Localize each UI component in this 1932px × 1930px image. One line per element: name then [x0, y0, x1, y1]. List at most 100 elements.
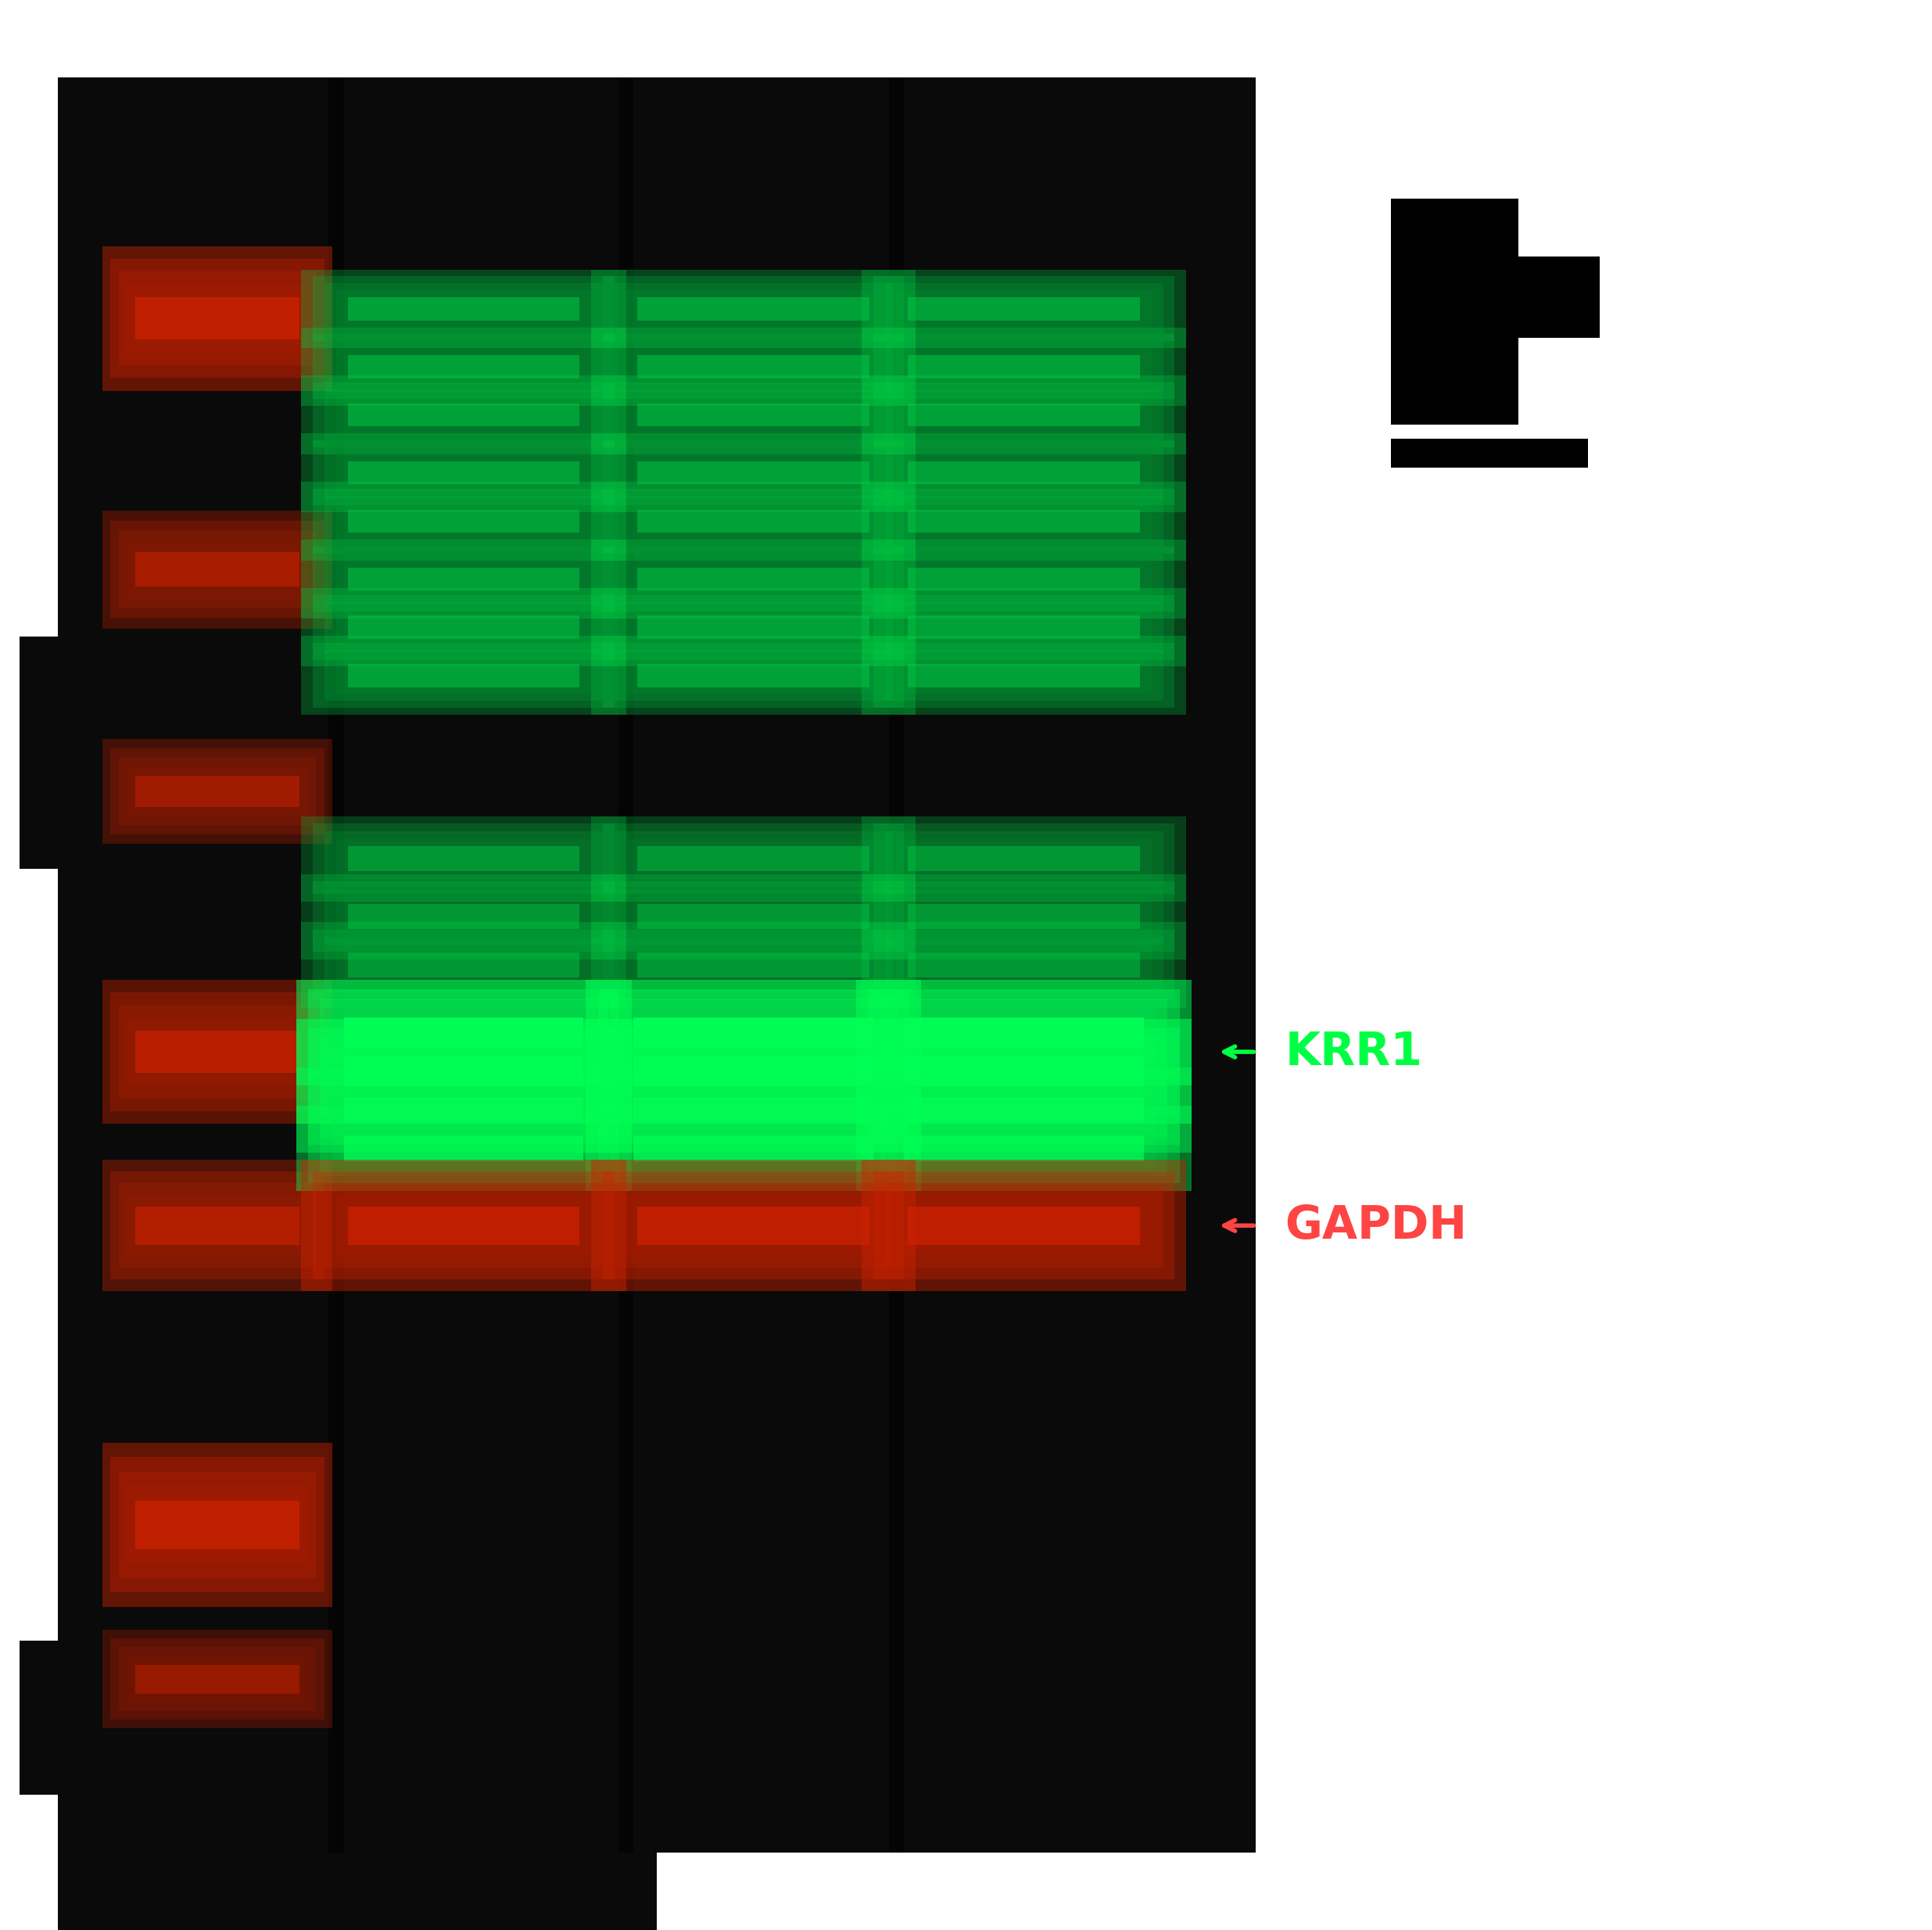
Bar [120, 1006, 317, 1098]
Bar [896, 1195, 1151, 1256]
Bar [881, 1083, 1167, 1137]
Bar [102, 510, 332, 629]
Bar [603, 334, 904, 400]
Bar [110, 992, 325, 1112]
Bar [873, 1172, 1175, 1280]
Bar [614, 938, 893, 992]
Bar [638, 664, 869, 687]
Bar [336, 290, 591, 328]
Bar [301, 1160, 626, 1291]
Bar [614, 448, 893, 498]
Bar [885, 496, 1163, 546]
Bar [336, 560, 591, 598]
Bar [135, 1031, 299, 1073]
Bar [908, 461, 1140, 484]
Bar [296, 1106, 632, 1191]
Bar [301, 434, 626, 511]
Bar [603, 824, 904, 894]
Bar [603, 930, 904, 1000]
Bar [301, 637, 626, 714]
Bar [110, 259, 325, 378]
Bar [634, 1135, 873, 1160]
Bar [325, 496, 603, 546]
Bar [307, 990, 620, 1075]
Bar [614, 602, 893, 652]
Bar [885, 448, 1163, 498]
Bar [881, 998, 1167, 1067]
Bar [110, 521, 325, 618]
Bar [307, 1029, 620, 1114]
Bar [313, 382, 614, 448]
Bar [128, 1017, 307, 1087]
Bar [638, 847, 869, 872]
Bar [638, 403, 869, 427]
Bar [325, 650, 603, 701]
Bar [904, 1056, 1144, 1087]
Bar [307, 1075, 620, 1144]
Bar [348, 567, 580, 591]
Bar [336, 454, 591, 492]
Bar [128, 1486, 307, 1563]
Bar [348, 1206, 580, 1245]
Bar [336, 502, 591, 540]
Bar [585, 1106, 922, 1191]
Bar [321, 1121, 607, 1175]
Bar [128, 1656, 307, 1702]
Bar [313, 594, 614, 660]
Bar [110, 1639, 325, 1720]
Bar [348, 461, 580, 484]
Bar [893, 1046, 1155, 1096]
Bar [313, 488, 614, 554]
Bar [591, 376, 916, 454]
Bar [120, 531, 317, 608]
Bar [110, 749, 325, 834]
Bar [301, 482, 626, 560]
Bar [591, 482, 916, 560]
Bar [638, 903, 869, 928]
Bar [301, 923, 626, 1007]
Bar [1391, 438, 1588, 467]
Bar [325, 1183, 603, 1268]
Bar [585, 1067, 922, 1152]
Bar [58, 1814, 396, 1930]
Bar [325, 832, 603, 886]
Bar [618, 77, 634, 1853]
Bar [873, 440, 1175, 506]
Bar [135, 776, 299, 807]
Bar [873, 643, 1175, 708]
Bar [638, 1206, 869, 1245]
Bar [120, 1183, 317, 1268]
Bar [603, 643, 904, 708]
Bar [896, 608, 1151, 647]
Bar [336, 347, 591, 386]
Bar [908, 1206, 1140, 1245]
Bar [638, 953, 869, 977]
Bar [328, 77, 344, 1853]
Bar [896, 454, 1151, 492]
Bar [908, 616, 1140, 639]
Bar [135, 1502, 299, 1548]
Bar [603, 276, 904, 342]
Bar [307, 1114, 620, 1183]
Bar [622, 1090, 885, 1129]
Bar [908, 403, 1140, 427]
Bar [603, 382, 904, 448]
Bar [614, 342, 893, 392]
Bar [626, 946, 881, 984]
Bar [626, 897, 881, 936]
Bar [908, 510, 1140, 533]
Bar [614, 496, 893, 546]
Bar [336, 840, 591, 878]
Bar [301, 874, 626, 959]
Bar [135, 297, 299, 340]
Bar [1519, 257, 1600, 338]
Bar [896, 897, 1151, 936]
Bar [591, 540, 916, 618]
Bar [597, 1075, 910, 1144]
Bar [896, 502, 1151, 540]
Bar [332, 1046, 595, 1096]
Bar [622, 1046, 885, 1096]
Bar [908, 567, 1140, 591]
Bar [638, 616, 869, 639]
Bar [908, 297, 1140, 320]
